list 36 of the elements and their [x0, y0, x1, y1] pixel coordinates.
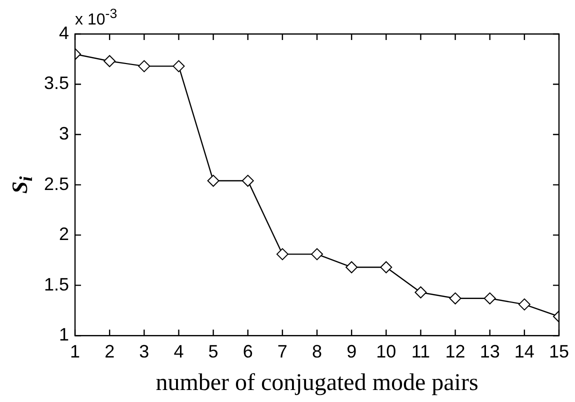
point: [138, 60, 150, 72]
x-tick-label: 12: [445, 341, 466, 362]
x-tick-label: 11: [411, 341, 430, 362]
y-tick-label: 1: [59, 324, 70, 345]
x-tick-label: 8: [312, 341, 322, 362]
x-tick-label: 14: [514, 341, 534, 362]
point: [518, 298, 530, 310]
point: [172, 60, 185, 72]
point: [242, 174, 254, 187]
text: x 10$^{-3}$: [75, 6, 118, 30]
point: [484, 292, 496, 304]
x-tick-label: 6: [242, 341, 253, 362]
x-axis-title: number of conjugated mode pairs: [156, 370, 478, 396]
point: [207, 174, 220, 187]
y-tick-label: 2: [59, 224, 70, 244]
point: [311, 248, 324, 260]
x-tick-label: 2: [104, 341, 115, 362]
x-tick-label: 10: [376, 341, 396, 362]
x-tick-label: 5: [208, 341, 218, 362]
y-tick-label: 3.5: [44, 73, 70, 94]
y-tick-label: 2.5: [44, 174, 70, 194]
y-tick-label: 3: [59, 124, 70, 144]
y-tick-label: 1.5: [44, 274, 70, 294]
x-tick-label: 3: [139, 341, 150, 362]
x-tick-label: 13: [480, 341, 500, 362]
x-tick-label: 4: [174, 341, 184, 362]
point: [414, 286, 427, 298]
point: [346, 261, 358, 274]
point: [276, 248, 288, 260]
x-tick-label: 9: [346, 341, 357, 362]
point: [449, 292, 462, 304]
point: [380, 261, 392, 274]
x-tick-label: 7: [277, 341, 288, 362]
y-tick-label: 4: [59, 22, 70, 43]
point: [104, 55, 116, 68]
x-tick-label: 15: [548, 341, 570, 362]
